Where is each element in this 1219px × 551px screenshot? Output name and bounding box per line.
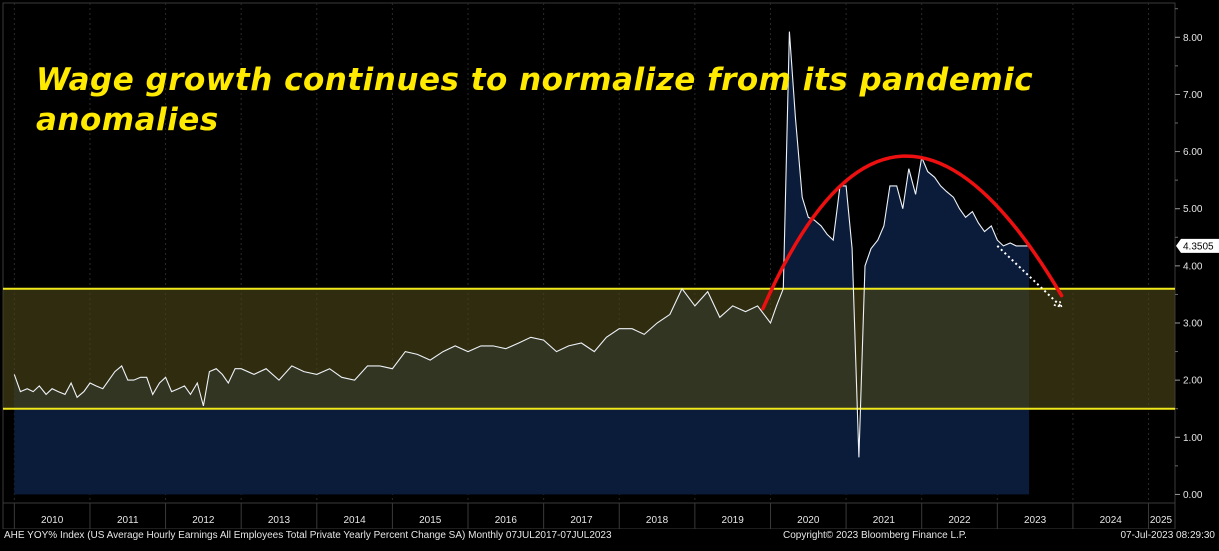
last-value-box — [1176, 238, 1219, 253]
y-tick-label: 7.00 — [1183, 90, 1203, 101]
y-tick-label: 0.00 — [1183, 490, 1203, 501]
y-tick-label: 1.00 — [1183, 433, 1203, 444]
timestamp: 07-Jul-2023 08:29:30 — [1120, 530, 1215, 541]
source-note: AHE YOY% Index (US Average Hourly Earnin… — [4, 530, 612, 541]
x-tick-label: 2011 — [117, 515, 139, 526]
projection-arrow-head — [1053, 299, 1063, 309]
x-tick-label: 2024 — [1100, 515, 1123, 526]
x-tick-label: 2019 — [722, 515, 745, 526]
x-tick-label: 2020 — [797, 515, 820, 526]
series-line — [13, 31, 1030, 458]
copyright-note: Copyright© 2023 Bloomberg Finance L.P. — [783, 530, 967, 541]
x-tick-label: 2017 — [570, 515, 593, 526]
y-tick-label: 4.00 — [1183, 261, 1203, 272]
x-tick-label: 2010 — [41, 515, 64, 526]
y-tick-label: 5.00 — [1183, 204, 1203, 215]
footer-strip — [0, 529, 1219, 546]
chart-title: Wage growth continues to normalize from … — [36, 62, 1034, 138]
x-tick-label: 2021 — [873, 515, 896, 526]
y-tick-label: 8.00 — [1183, 33, 1203, 44]
trend-arc — [761, 154, 1064, 311]
x-tick-label: 2012 — [192, 515, 215, 526]
y-tick-label: 6.00 — [1183, 147, 1203, 158]
x-tick-label: 2015 — [419, 515, 442, 526]
x-tick-label: 2018 — [646, 515, 669, 526]
x-tick-label: 2014 — [343, 515, 366, 526]
y-tick-label: 2.00 — [1183, 376, 1203, 387]
x-tick-label: 2025 — [1150, 515, 1173, 526]
x-tick-label: 2013 — [268, 515, 291, 526]
last-value-label: 4.3505 — [1183, 241, 1214, 252]
y-tick-label: 3.00 — [1183, 319, 1203, 330]
x-tick-label: 2016 — [495, 515, 518, 526]
x-tick-label: 2022 — [948, 515, 971, 526]
x-tick-label: 2023 — [1024, 515, 1047, 526]
